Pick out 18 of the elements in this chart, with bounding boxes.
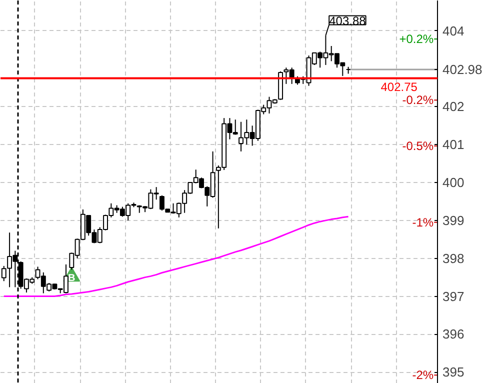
y-tick-label: 396: [442, 326, 464, 342]
y-tick-label: 399: [442, 212, 464, 228]
y-tick-label: 401: [442, 137, 464, 152]
ref-line-label: 402.98: [442, 62, 482, 78]
y-tick-label: 400: [442, 175, 464, 190]
ref-line-label: 402.75: [380, 80, 418, 94]
y-tick-label: 404: [442, 23, 464, 38]
y-tick-label: 398: [442, 250, 464, 266]
y2-tick-label: +0.2%: [399, 32, 434, 46]
y2-tick-label: -2%: [412, 368, 434, 382]
y2-tick-label: -0.5%: [402, 138, 434, 153]
y-tick-label: 395: [442, 364, 464, 380]
series-label: B: [68, 273, 76, 284]
y2-tick-label: -0.2%: [402, 93, 434, 108]
y-tick-label: 402: [442, 99, 464, 114]
y2-tick-label: -1%: [412, 215, 434, 230]
line-series: [3, 216, 350, 298]
y-tick-label: 397: [442, 288, 464, 304]
